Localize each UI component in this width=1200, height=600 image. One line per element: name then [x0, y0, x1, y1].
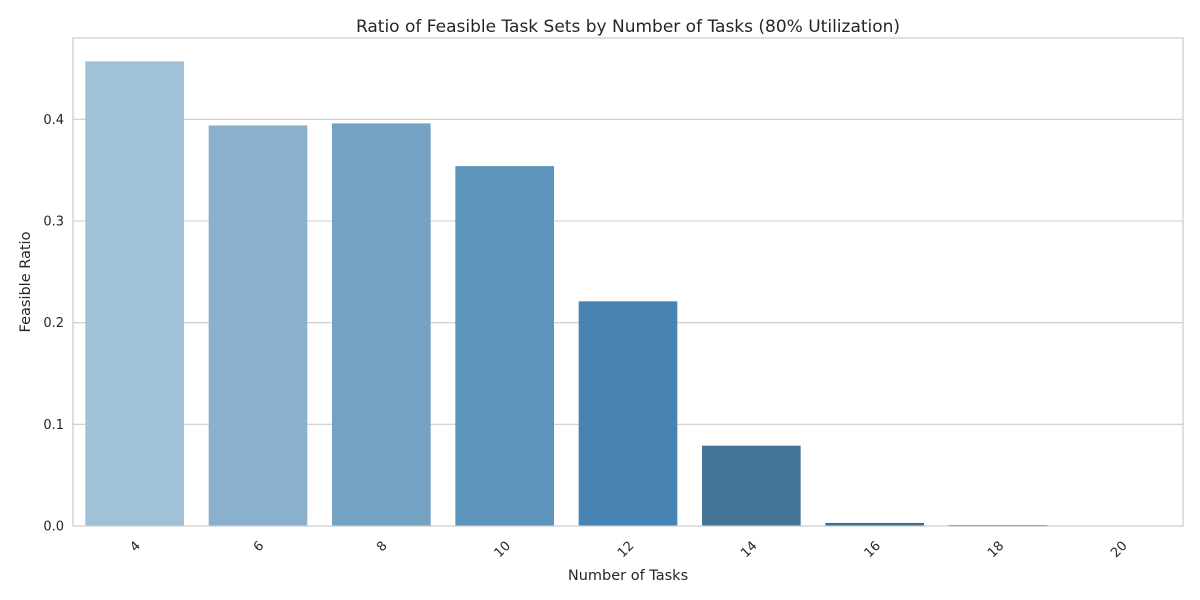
bar [455, 166, 554, 526]
y-tick-label: 0.2 [43, 316, 64, 331]
x-tick-label: 14 [738, 539, 760, 561]
x-tick-labels: 4 6 8 10 12 14 16 18 20 [127, 539, 1130, 561]
bars [85, 61, 1048, 527]
x-tick-label: 6 [251, 539, 267, 555]
y-tick-label: 0.3 [43, 215, 64, 230]
x-tick-label: 20 [1108, 539, 1130, 561]
y-tick-labels: 0.0 0.1 0.2 0.3 0.4 [43, 113, 64, 535]
plot-frame [72, 37, 1184, 527]
x-tick-label: 10 [492, 539, 514, 561]
bar [85, 61, 184, 527]
chart-title: Ratio of Feasible Task Sets by Number of… [356, 17, 900, 37]
x-tick-label: 16 [862, 539, 884, 561]
x-tick-label: 8 [374, 539, 390, 555]
bar [208, 125, 308, 526]
bar [332, 123, 431, 527]
bar [702, 445, 801, 526]
y-tick-label: 0.0 [43, 520, 64, 535]
x-tick-label: 12 [615, 539, 637, 561]
x-tick-label: 18 [985, 539, 1007, 561]
x-axis-label: Number of Tasks [568, 568, 688, 584]
bar [578, 301, 678, 526]
y-tick-label: 0.1 [43, 418, 64, 433]
bar [825, 522, 924, 526]
x-tick-label: 4 [127, 539, 143, 555]
y-axis-label: Feasible Ratio [18, 231, 34, 332]
y-tick-label: 0.4 [43, 113, 64, 128]
